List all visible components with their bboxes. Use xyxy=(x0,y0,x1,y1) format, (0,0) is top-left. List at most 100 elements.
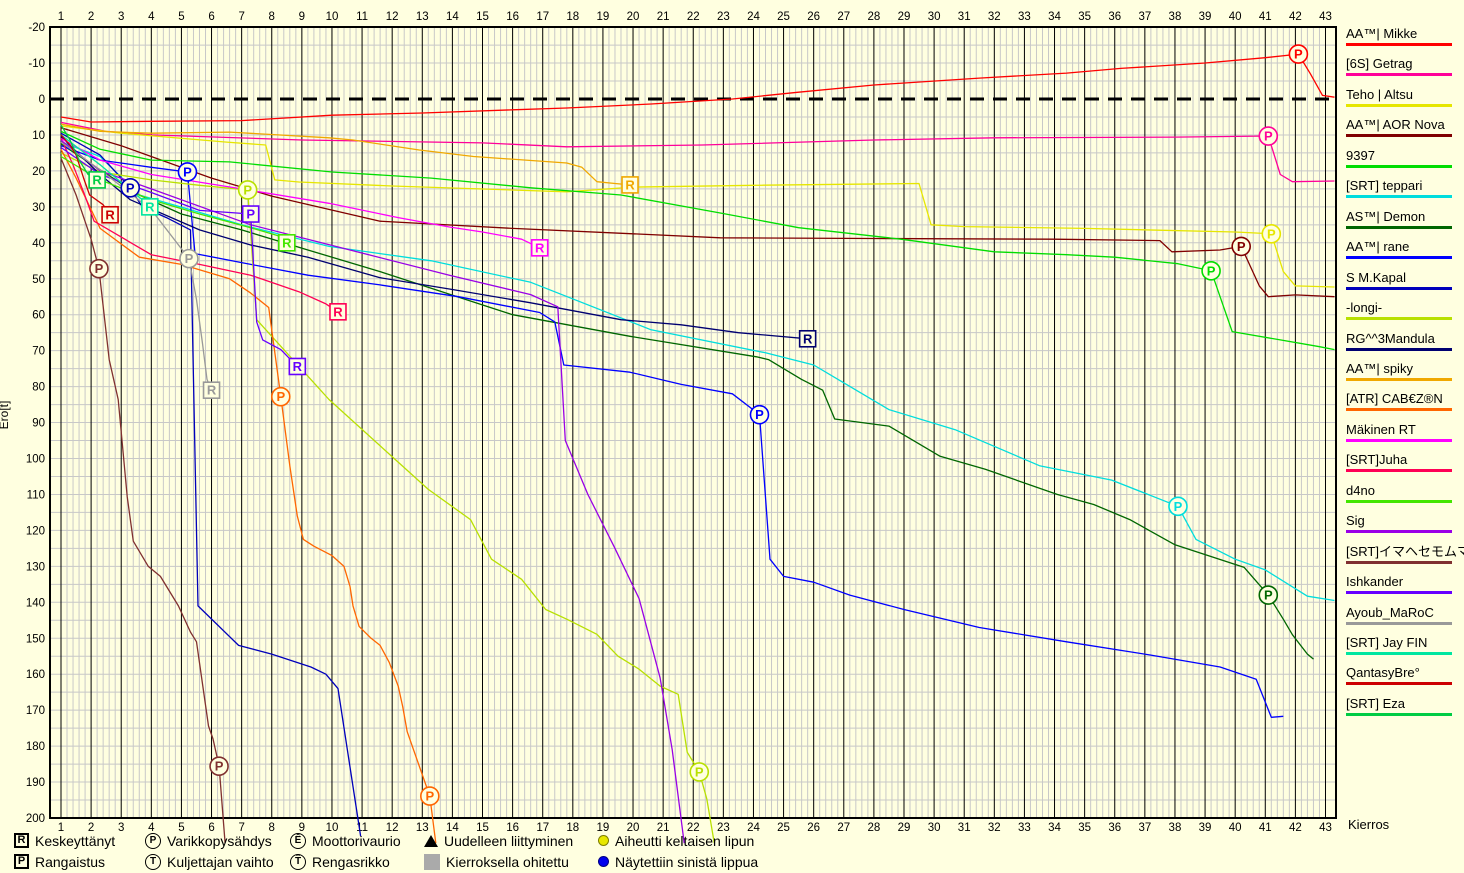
driver-name: [SRT] Eza xyxy=(1346,695,1406,711)
svg-text:70: 70 xyxy=(32,346,45,358)
driver-color-bar xyxy=(1346,712,1452,716)
svg-text:P: P xyxy=(1267,226,1276,241)
svg-text:34: 34 xyxy=(1048,822,1061,834)
lapped-square-icon xyxy=(424,853,440,870)
driver-name: Ishkander xyxy=(1346,574,1404,590)
svg-text:10: 10 xyxy=(326,822,339,834)
event-legend-label: Varikkopysähdys xyxy=(167,832,272,849)
penalty-marker: P xyxy=(241,205,260,223)
svg-text:P: P xyxy=(1237,239,1246,254)
svg-text:24: 24 xyxy=(747,11,760,23)
svg-text:60: 60 xyxy=(32,310,45,322)
svg-text:14: 14 xyxy=(446,11,459,23)
svg-text:16: 16 xyxy=(506,822,519,834)
pit-stop-marker: P xyxy=(270,386,291,407)
driver-name: Ayoub_MaRoC xyxy=(1346,604,1434,620)
driver-color-bar xyxy=(1346,682,1452,686)
svg-text:9: 9 xyxy=(299,822,305,834)
svg-text:40: 40 xyxy=(1229,822,1242,834)
svg-text:20: 20 xyxy=(627,11,640,23)
driver-color-bar xyxy=(1346,317,1452,321)
svg-text:17: 17 xyxy=(536,822,549,834)
svg-text:130: 130 xyxy=(26,561,45,573)
driver-color-bar xyxy=(1346,43,1452,46)
driver-color-bar xyxy=(1346,408,1452,412)
pit-stop-marker: P xyxy=(237,180,258,200)
svg-text:R: R xyxy=(207,383,217,398)
event-legend-item: P Rangaistus xyxy=(14,852,105,871)
driver-name: [SRT] Jay FIN xyxy=(1346,635,1428,650)
svg-text:R: R xyxy=(145,199,155,214)
event-legend-label: Uudelleen liittyminen xyxy=(444,832,574,849)
driver-name: AA™| Mikke xyxy=(1346,26,1418,41)
svg-text:36: 36 xyxy=(1108,822,1121,834)
svg-text:41: 41 xyxy=(1259,11,1272,23)
svg-text:80: 80 xyxy=(32,382,45,394)
svg-text:P: P xyxy=(95,261,104,276)
svg-text:0: 0 xyxy=(39,94,45,106)
svg-text:5: 5 xyxy=(178,822,184,834)
svg-text:34: 34 xyxy=(1048,11,1061,23)
retired-marker: R xyxy=(798,329,817,348)
svg-text:23: 23 xyxy=(717,11,730,23)
driver-legend-item: Ishkander xyxy=(1346,574,1458,595)
svg-text:120: 120 xyxy=(26,525,45,537)
svg-text:P: P xyxy=(185,251,194,266)
svg-text:P: P xyxy=(1294,47,1303,62)
pit-stop-marker: P xyxy=(89,258,109,279)
svg-text:31: 31 xyxy=(958,11,971,23)
driver-color-bar xyxy=(1346,530,1452,534)
event-legend: R Keskeyttänyt P Varikkopysähdys Ê Moottoriva… xyxy=(0,831,780,873)
driver-line xyxy=(60,53,1335,123)
svg-text:33: 33 xyxy=(1018,822,1031,834)
svg-text:36: 36 xyxy=(1108,11,1121,23)
svg-text:31: 31 xyxy=(958,822,971,834)
penalty-icon: P xyxy=(14,854,29,869)
driver-line xyxy=(60,132,362,837)
driver-line xyxy=(60,127,1335,298)
driver-line xyxy=(60,143,1314,660)
driver-legend-item: [SRT] teppari xyxy=(1346,178,1458,199)
driver-color-bar xyxy=(1346,225,1452,229)
svg-text:15: 15 xyxy=(476,822,489,834)
svg-text:42: 42 xyxy=(1289,11,1302,23)
driver-name: Sig xyxy=(1346,513,1365,529)
svg-text:39: 39 xyxy=(1199,822,1212,834)
svg-text:30: 30 xyxy=(928,822,941,834)
driver-color-bar xyxy=(1346,134,1452,138)
svg-text:20: 20 xyxy=(32,166,45,178)
event-legend-label: Näytettiin sinistä lippua xyxy=(615,853,759,870)
driver-legend-item: AA™| AOR Nova xyxy=(1346,117,1458,138)
svg-text:11: 11 xyxy=(356,822,368,834)
svg-text:R: R xyxy=(535,240,545,255)
svg-text:37: 37 xyxy=(1138,822,1151,834)
axis-tick-labels: 1122334455667788991010111112121313141415… xyxy=(26,11,1332,834)
driver-color-bar xyxy=(1346,347,1452,351)
driver-color-bar xyxy=(1346,73,1452,77)
svg-text:110: 110 xyxy=(27,489,45,501)
svg-text:170: 170 xyxy=(26,705,45,717)
circle-t-icon: T̂ xyxy=(290,853,306,870)
pit-stop-marker: P xyxy=(1231,236,1251,257)
svg-text:P: P xyxy=(1174,499,1183,514)
x-axis-title: Kierros xyxy=(1348,817,1390,832)
pit-stop-marker: P xyxy=(1288,44,1309,64)
svg-text:5: 5 xyxy=(178,11,184,23)
svg-text:P: P xyxy=(755,407,764,422)
svg-text:4: 4 xyxy=(148,822,155,834)
rejoin-triangle-icon xyxy=(424,834,438,847)
svg-text:32: 32 xyxy=(988,11,1001,23)
driver-name: Mäkinen RT xyxy=(1346,421,1416,437)
svg-text:R: R xyxy=(105,207,115,222)
driver-line xyxy=(60,145,1284,718)
retired-marker: R xyxy=(530,239,549,257)
svg-text:38: 38 xyxy=(1169,822,1182,834)
driver-legend-item: AA™| spiky xyxy=(1346,361,1458,381)
svg-text:19: 19 xyxy=(597,822,610,834)
driver-name: [ATR] CAB€Z®N xyxy=(1346,391,1443,407)
driver-color-bar xyxy=(1346,469,1452,473)
svg-text:18: 18 xyxy=(566,11,579,23)
driver-name: AA™| rane xyxy=(1346,239,1410,255)
pit-stop-marker: P xyxy=(749,404,770,425)
